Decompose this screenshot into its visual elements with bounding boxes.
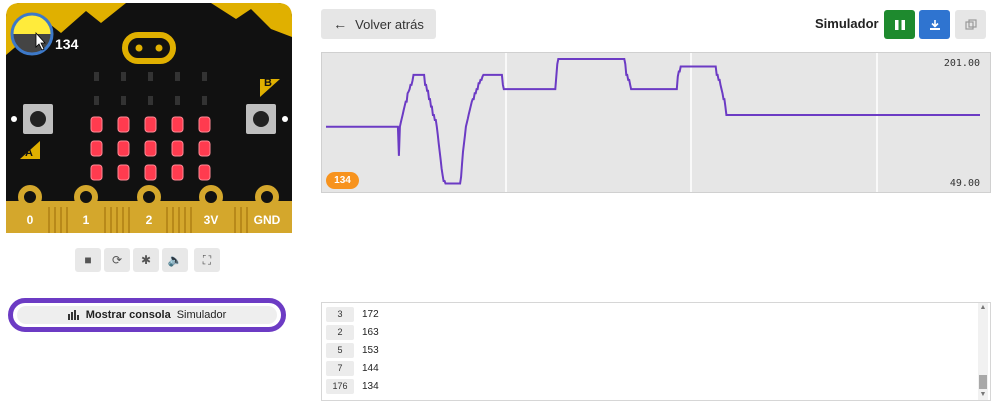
pin-gnd-label: GND [253, 213, 281, 227]
copy-button[interactable] [955, 10, 986, 39]
console-scrollbar[interactable]: ▲ ▼ [978, 303, 988, 400]
pin-1-label: 1 [82, 213, 90, 227]
led-1-0 [94, 96, 99, 105]
log-row: 3 172 [326, 306, 379, 322]
pause-button[interactable] [884, 10, 915, 39]
led-1-4 [202, 96, 207, 105]
show-console-inner[interactable]: Mostrar consola Simulador [17, 306, 277, 324]
led-2-2 [144, 116, 157, 133]
restart-button[interactable]: ⟳ [104, 248, 130, 272]
log-row: 5 153 [326, 342, 379, 358]
led-3-1 [117, 140, 130, 157]
copy-icon [964, 18, 977, 30]
button-b-label: B [264, 77, 272, 89]
light-level-readout: 134 [55, 36, 79, 52]
led-4-1 [117, 164, 130, 181]
mute-button[interactable]: 🔈 [162, 248, 188, 272]
log-value: 144 [362, 362, 379, 374]
debug-button[interactable]: ✱ [133, 248, 159, 272]
back-label: Volver atrás [355, 16, 424, 32]
fullscreen-icon: ⛶ [202, 252, 212, 267]
log-count: 5 [326, 342, 354, 358]
arrow-left-icon: ← [333, 16, 348, 32]
led-3-4 [198, 140, 211, 157]
log-count: 176 [326, 378, 354, 394]
scroll-thumb[interactable] [979, 375, 987, 389]
led-0-0 [94, 72, 99, 81]
scroll-up-icon[interactable]: ▲ [979, 304, 987, 311]
led-2-0 [90, 116, 103, 133]
led-1-2 [148, 96, 153, 105]
led-2-1 [117, 116, 130, 133]
led-1-1 [121, 96, 126, 105]
button-a-label: A [25, 147, 33, 159]
simulator-title: Simulador [815, 16, 879, 31]
bar-chart-icon [67, 310, 79, 320]
microbit-board [6, 3, 292, 233]
log-value: 163 [362, 326, 379, 338]
led-1-3 [175, 96, 180, 105]
scroll-down-icon[interactable]: ▼ [979, 391, 987, 398]
led-0-1 [121, 72, 126, 81]
volume-icon: 🔈 [167, 253, 183, 267]
show-console-button[interactable]: Mostrar consola Simulador [8, 298, 286, 332]
log-row: 176 134 [326, 378, 379, 394]
log-row: 2 163 [326, 324, 379, 340]
pin-2-label: 2 [145, 213, 153, 227]
led-4-0 [90, 164, 103, 181]
log-row: 7 144 [326, 360, 379, 376]
log-count: 3 [326, 306, 354, 322]
led-0-4 [202, 72, 207, 81]
led-4-2 [144, 164, 157, 181]
led-3-0 [90, 140, 103, 157]
console-log[interactable]: 3 172 2 163 5 153 7 144 176 134 ▲ ▼ [321, 302, 991, 401]
log-count: 2 [326, 324, 354, 340]
pin-0-label: 0 [26, 213, 34, 227]
led-3-3 [171, 140, 184, 157]
led-4-4 [198, 164, 211, 181]
restart-icon: ⟳ [111, 253, 123, 267]
debug-icon: ✱ [140, 253, 152, 267]
led-0-2 [148, 72, 153, 81]
log-value: 134 [362, 380, 379, 392]
led-3-2 [144, 140, 157, 157]
pause-icon [894, 19, 905, 30]
button-b[interactable] [246, 104, 276, 134]
mouse-cursor-icon [35, 31, 46, 51]
microbit-simulator: 134 0 1 2 3V GND A B [6, 3, 292, 233]
button-a[interactable] [23, 104, 53, 134]
show-console-label: Mostrar consola [85, 309, 171, 321]
y-min-label: 49.00 [949, 178, 980, 189]
led-2-3 [171, 116, 184, 133]
pin-3v-label: 3V [203, 213, 219, 227]
download-icon [929, 19, 940, 30]
light-level-fill [12, 14, 52, 34]
log-value: 172 [362, 308, 379, 320]
series-line-0 [326, 58, 980, 185]
led-matrix [90, 72, 211, 181]
fullscreen-button[interactable]: ⛶ [194, 248, 220, 272]
stop-button[interactable]: ■ [75, 248, 101, 272]
led-2-4 [198, 116, 211, 133]
y-max-label: 201.00 [943, 58, 980, 69]
log-value: 153 [362, 344, 379, 356]
led-4-3 [171, 164, 184, 181]
stop-icon: ■ [84, 253, 92, 267]
serial-chart-svg [326, 53, 980, 192]
log-count: 7 [326, 360, 354, 376]
led-0-3 [175, 72, 180, 81]
serial-chart: 201.00 49.00 134 [321, 52, 991, 193]
download-button[interactable] [919, 10, 950, 39]
console-source-label: Simulador [176, 309, 227, 321]
series-badge: 134 [326, 172, 359, 189]
back-button[interactable]: ← Volver atrás [321, 9, 436, 39]
